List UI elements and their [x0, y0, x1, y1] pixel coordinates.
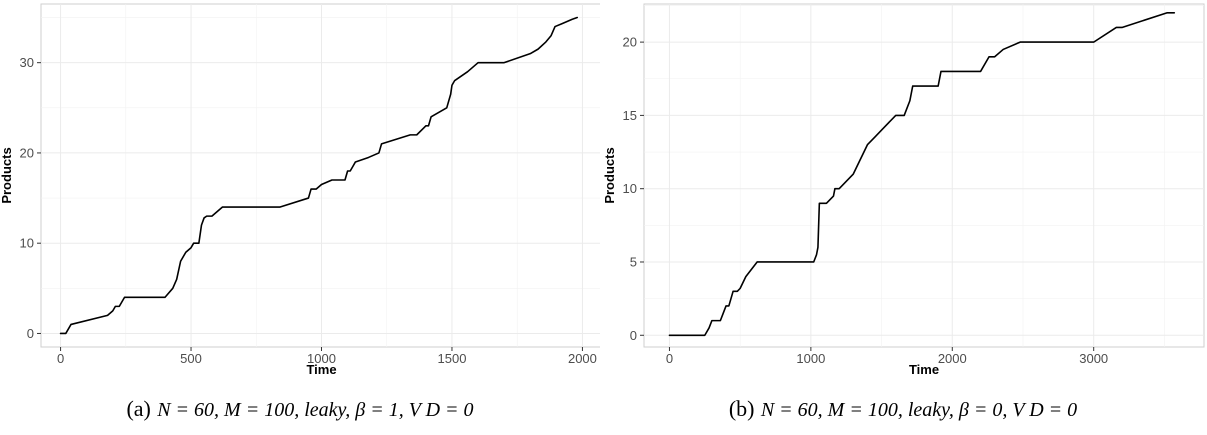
y-tick-label: 20 [20, 145, 34, 160]
x-axis-title: Time [306, 362, 336, 377]
x-tick-label: 1000 [796, 351, 825, 366]
y-tick-label: 0 [27, 326, 34, 341]
chart-panel-a: 0 500 1000 1500 2000 0 10 20 30 Time Products (a) … [0, 0, 600, 435]
x-tick-label: 1500 [438, 351, 467, 366]
plot-area [643, 3, 1205, 348]
series-line [59, 16, 579, 335]
y-tick-label: 15 [623, 108, 637, 123]
plot-area [40, 3, 600, 348]
x-tick-label: 3000 [1079, 351, 1108, 366]
caption-a-text: N = 60, M = 100, leaky, β = 1, V D = 0 [157, 399, 474, 421]
y-tick-label: 20 [623, 35, 637, 50]
caption-b-text: N = 60, M = 100, leaky, β = 0, V D = 0 [760, 399, 1078, 421]
x-tick-label: 1000 [307, 351, 336, 366]
series-line [668, 11, 1176, 337]
x-axis-title: Time [909, 362, 939, 377]
x-tick-label: 2000 [938, 351, 967, 366]
y-tick-label: 0 [630, 328, 637, 343]
y-tick-label: 10 [623, 181, 637, 196]
chart-a-svg: 0 500 1000 1500 2000 0 10 20 30 Time Products [0, 3, 600, 377]
caption-b-label: (b) [728, 396, 755, 421]
y-axis-title: Products [603, 147, 617, 203]
y-tick-label: 30 [20, 55, 34, 70]
x-tick-label: 0 [666, 351, 673, 366]
x-tick-label: 500 [180, 351, 202, 366]
chart-panel-b: 0 1000 2000 3000 0 5 10 15 20 Time Products (b) N … [603, 0, 1205, 435]
x-tick-label: 2000 [568, 351, 597, 366]
y-tick-label: 10 [20, 236, 34, 251]
chart-b-svg: 0 1000 2000 3000 0 5 10 15 20 Time Products [603, 3, 1205, 377]
x-tick-label: 0 [57, 351, 64, 366]
caption-a-label: (a) [126, 396, 151, 421]
y-tick-label: 5 [630, 254, 637, 269]
caption-b: (b) N = 60, M = 100, leaky, β = 0, V D =… [603, 396, 1203, 422]
y-axis-title: Products [0, 147, 14, 203]
caption-a: (a) N = 60, M = 100, leaky, β = 1, V D =… [0, 396, 600, 422]
